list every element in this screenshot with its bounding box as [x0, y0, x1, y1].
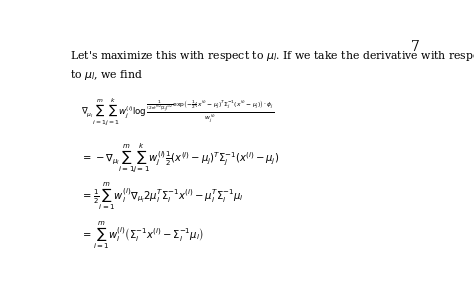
Text: $= \frac{1}{2} \sum_{i=1}^{m} w_l^{(i)} \nabla_{\mu_l} 2\mu_l^T \Sigma_l^{-1} x^: $= \frac{1}{2} \sum_{i=1}^{m} w_l^{(i)} … [82, 181, 244, 212]
Text: $= -\nabla_{\mu_l} \sum_{i=1}^{m} \sum_{j=1}^{k} w_j^{(i)} \frac{1}{2}(x^{(i)}-\: $= -\nabla_{\mu_l} \sum_{i=1}^{m} \sum_{… [82, 142, 280, 175]
Text: $= \sum_{i=1}^{m} w_l^{(i)} \left(\Sigma_l^{-1} x^{(i)} - \Sigma_l^{-1} \mu_l\ri: $= \sum_{i=1}^{m} w_l^{(i)} \left(\Sigma… [82, 220, 204, 251]
Text: 7: 7 [410, 40, 419, 54]
Text: Let's maximize this with respect to $\mu_l$. If we take the derivative with resp: Let's maximize this with respect to $\mu… [70, 49, 474, 63]
Text: to $\mu_l$, we find: to $\mu_l$, we find [70, 68, 143, 82]
Text: $\nabla_{\mu_l} \sum_{i=1}^{m} \sum_{j=1}^{k} w_j^{(i)} \log \frac{\frac{1}{(2\p: $\nabla_{\mu_l} \sum_{i=1}^{m} \sum_{j=1… [82, 96, 274, 127]
